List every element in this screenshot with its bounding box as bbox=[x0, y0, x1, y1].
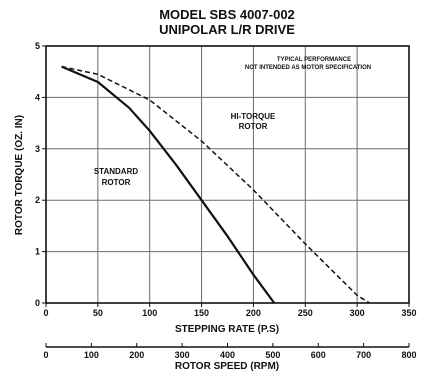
x2-tick-label-500: 500 bbox=[265, 350, 280, 360]
standard-label-line1: STANDARD bbox=[94, 167, 139, 176]
performance-note-line2: NOT INTENDED AS MOTOR SPECIFICATION bbox=[245, 65, 371, 71]
x2-axis-label: ROTOR SPEED (RPM) bbox=[175, 361, 279, 372]
x2-tick-label-600: 600 bbox=[311, 350, 326, 360]
standard-rotor-curve bbox=[61, 65, 276, 304]
x2-tick-label-700: 700 bbox=[356, 350, 371, 360]
hi-torque-label-line1: HI-TORQUE bbox=[231, 112, 276, 121]
x-tick-label-300: 300 bbox=[350, 308, 365, 318]
x-tick-label-150: 150 bbox=[194, 308, 209, 318]
x2-tick-label-300: 300 bbox=[175, 350, 190, 360]
performance-note-line1: TYPICAL PERFORMANCE bbox=[277, 57, 351, 63]
x-tick-label-350: 350 bbox=[401, 308, 416, 318]
plot-frame bbox=[45, 45, 410, 304]
x-tick-label-100: 100 bbox=[142, 308, 157, 318]
x2-tick-label-0: 0 bbox=[43, 350, 48, 360]
x-tick-label-250: 250 bbox=[298, 308, 313, 318]
axes bbox=[42, 45, 410, 348]
x-tick-label-50: 50 bbox=[93, 308, 103, 318]
standard-label-line2: ROTOR bbox=[102, 178, 131, 187]
x2-tick-label-100: 100 bbox=[84, 350, 99, 360]
hi-torque-rotor-curve bbox=[61, 65, 370, 304]
x-tick-label-0: 0 bbox=[43, 308, 48, 318]
chart-title: MODEL SBS 4007-002 bbox=[159, 7, 295, 22]
x-axis-label: STEPPING RATE (P.S) bbox=[175, 324, 279, 335]
y-axis-label: ROTOR TORQUE (OZ. IN) bbox=[14, 115, 25, 235]
y-tick-label-0: 0 bbox=[35, 298, 40, 308]
x2-tick-label-200: 200 bbox=[129, 350, 144, 360]
y-tick-label-4: 4 bbox=[35, 92, 40, 102]
x2-tick-label-400: 400 bbox=[220, 350, 235, 360]
chart-subtitle: UNIPOLAR L/R DRIVE bbox=[159, 22, 295, 37]
series-lines bbox=[61, 65, 370, 304]
y-tick-label-2: 2 bbox=[35, 195, 40, 205]
y-tick-label-3: 3 bbox=[35, 144, 40, 154]
y-tick-label-1: 1 bbox=[35, 247, 40, 257]
y-tick-label-5: 5 bbox=[35, 41, 40, 51]
x-tick-label-200: 200 bbox=[246, 308, 261, 318]
x2-tick-label-800: 800 bbox=[401, 350, 416, 360]
hi-torque-label-line2: ROTOR bbox=[239, 122, 268, 131]
